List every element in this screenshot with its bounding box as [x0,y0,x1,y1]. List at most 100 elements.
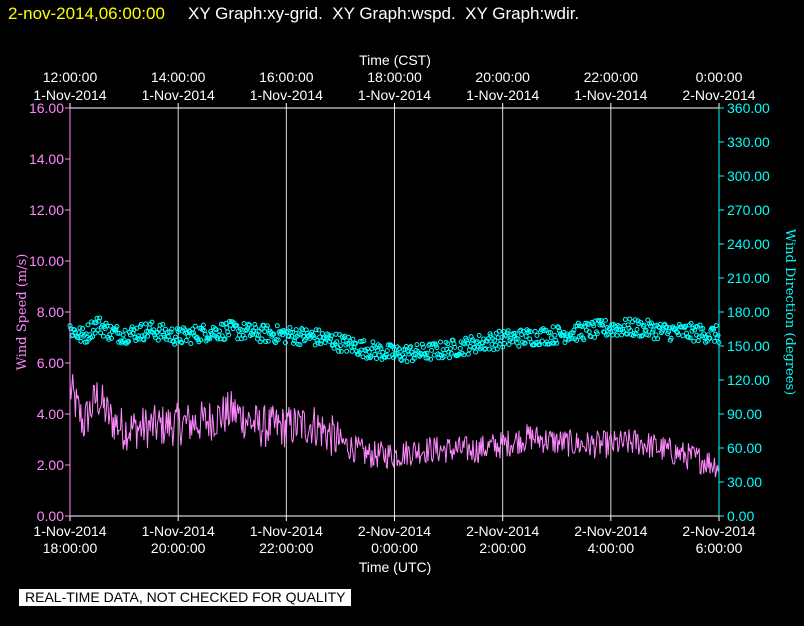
wind-direction-point [457,345,463,351]
wind-direction-point [401,347,406,353]
wind-direction-point [115,330,121,336]
wind-direction-point [374,356,379,361]
wind-direction-point [641,322,647,328]
quality-notice: REAL-TIME DATA, NOT CHECKED FOR QUALITY [19,589,352,606]
wind-direction-point [384,348,390,354]
top-tick-time: 14:00:00 [151,69,206,85]
bottom-tick-date: 2-Nov-2014 [574,523,647,539]
bottom-tick-time: 2:00:00 [479,540,526,556]
wind-direction-point [695,338,701,344]
wind-direction-point [212,326,218,332]
wind-direction-point [376,352,382,358]
wind-direction-point [568,330,574,336]
wind-direction-point [179,340,185,346]
wind-direction-point [605,331,611,337]
wind-direction-point [447,346,453,352]
right-tick-label: 360.00 [727,100,770,116]
title-timestamp: 2-nov-2014,06:00:00 [8,4,165,23]
wind-direction-point [185,333,191,339]
wind-direction-point [510,339,516,345]
wind-direction-point [715,332,721,338]
wind-direction-point [562,340,568,345]
right-tick-label: 330.00 [727,134,770,150]
wind-direction-point [314,337,320,343]
wind-direction-point [486,346,492,352]
wind-direction-point [419,341,425,347]
right-tick-label: 270.00 [727,202,770,218]
wind-direction-point [471,345,477,351]
wind-direction-point [138,321,144,327]
wind-direction-point [476,333,482,338]
wind-direction-point [378,345,384,351]
left-tick-label: 0.00 [37,508,64,524]
wind-direction-point [493,342,498,348]
wind-direction-point [226,332,232,338]
wind-direction-point [553,337,559,343]
wind-direction-point [648,320,654,326]
wind-direction-point [496,328,502,334]
wind-direction-point [474,339,480,345]
wind-direction-point [571,327,577,333]
wind-direction-point [90,334,95,340]
wind-direction-point [151,327,157,333]
top-tick-time: 20:00:00 [475,69,530,85]
wind-direction-point [492,337,498,343]
wind-direction-point [95,327,101,333]
wind-direction-point [100,333,106,339]
wind-direction-point [707,335,713,341]
top-tick-time: 22:00:00 [584,69,639,85]
wind-direction-point [675,332,681,338]
wind-direction-point [207,336,213,342]
title-graph-list: XY Graph:xy-grid. XY Graph:wspd. XY Grap… [188,4,579,23]
wind-direction-point [113,326,119,332]
wind-direction-point [253,325,259,331]
wind-direction-point [696,334,702,340]
wind-direction-point [569,335,575,341]
wind-direction-point [692,327,698,333]
wind-direction-point [687,335,693,341]
wind-direction-point [140,336,146,342]
bottom-tick-time: 4:00:00 [587,540,634,556]
wind-direction-point [465,351,471,357]
wind-direction-point [694,323,700,329]
wind-direction-point [689,328,695,334]
bottom-tick-date: 2-Nov-2014 [682,523,755,539]
wind-direction-point [441,353,447,359]
wind-direction-point [291,338,297,344]
wind-direction-point [96,318,102,324]
wind-direction-point [627,316,633,322]
wind-direction-point [206,335,212,341]
wind-direction-point [539,338,545,344]
wind-direction-point [389,343,395,349]
top-tick-time: 16:00:00 [259,69,314,85]
wind-direction-point [554,340,560,346]
wind-direction-point [202,331,208,337]
wind-direction-point [350,336,356,342]
wind-direction-point [194,334,200,340]
wind-direction-point [338,348,344,354]
wind-direction-point [234,323,240,328]
wind-direction-point [411,356,417,361]
wind-direction-point [438,339,443,345]
wind-direction-point [522,340,528,346]
wind-direction-point [336,348,342,354]
wind-speed-line [69,374,720,478]
wind-direction-point [242,335,248,341]
wind-direction-point [624,331,630,337]
wind-direction-point [165,334,171,340]
wind-direction-point [428,356,434,362]
top-tick-date: 1-Nov-2014 [466,87,539,103]
left-tick-label: 2.00 [37,457,64,473]
wind-direction-point [166,329,172,335]
wind-direction-point [408,344,414,350]
wind-direction-point [632,317,638,323]
wind-direction-point [448,350,454,356]
wind-direction-point [594,331,600,337]
wind-direction-point [183,338,189,343]
wind-direction-point [346,334,351,340]
wind-direction-point [404,359,410,365]
wind-direction-point [433,342,439,348]
wind-direction-point [643,327,649,333]
wind-direction-point [155,337,161,343]
wind-direction-point [264,323,270,329]
